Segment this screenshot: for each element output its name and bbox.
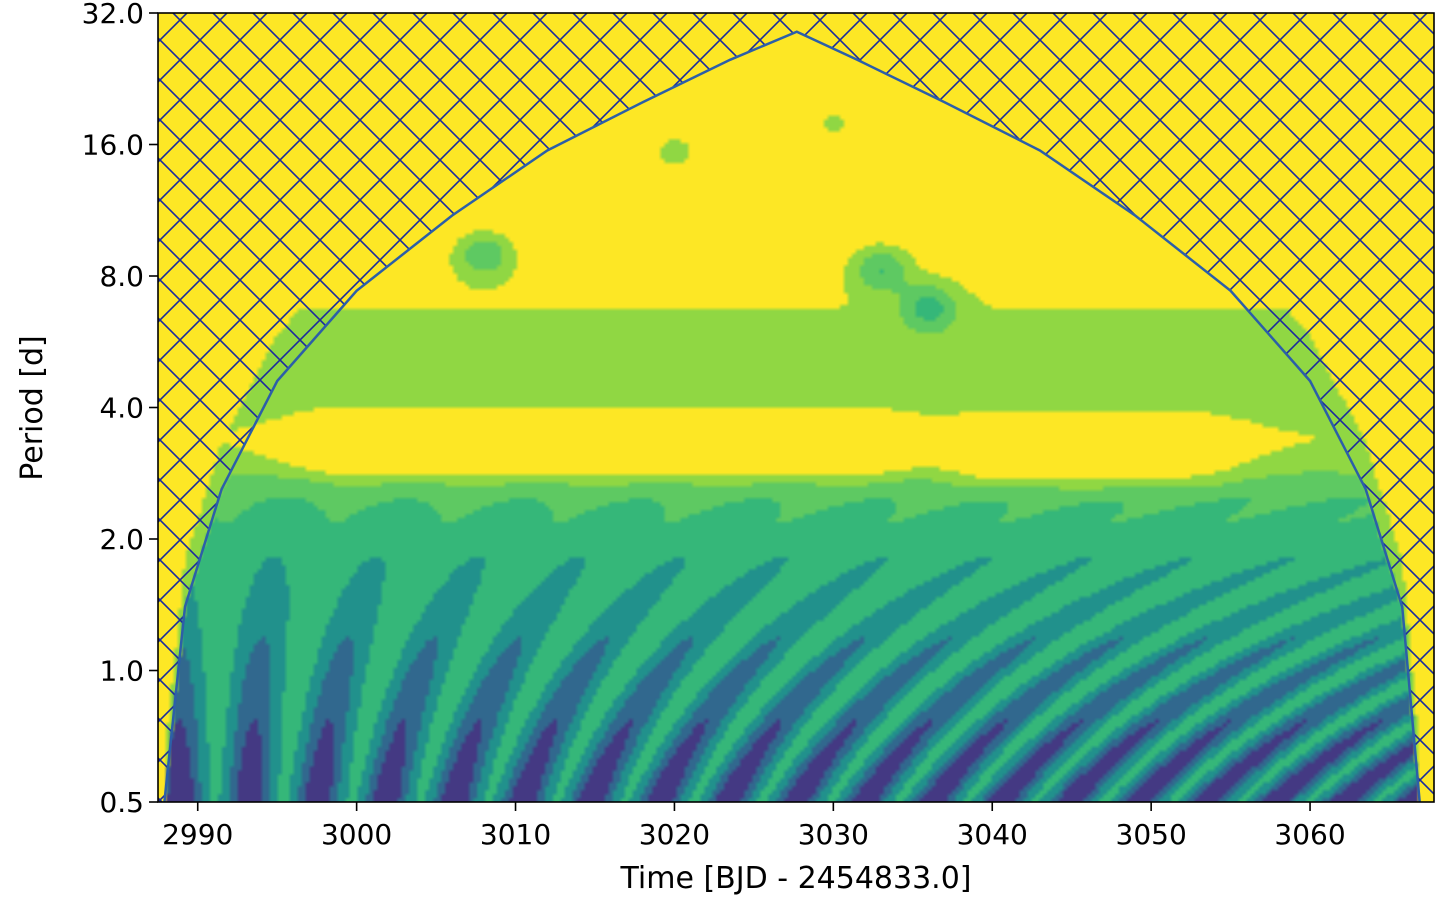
x-tick-label: 3030 [798,818,869,851]
y-tick-label: 2.0 [99,523,144,556]
x-tick-label: 3040 [957,818,1028,851]
cone-of-influence-line [163,30,1421,802]
x-tick-label: 2990 [162,818,233,851]
y-tick-label: 8.0 [99,260,144,293]
cone-of-influence-hatch [158,13,1434,802]
y-axis-label: Period [d] [15,335,50,481]
x-tick-label: 3020 [639,818,710,851]
x-tick-label: 3060 [1274,818,1345,851]
y-tick-label: 32.0 [82,0,144,30]
y-tick-label: 16.0 [82,129,144,162]
x-axis: 2990 3000 3010 3020 3030 3040 3050 3060 [162,802,1346,851]
y-tick-label: 0.5 [99,786,144,819]
x-tick-label: 3050 [1116,818,1187,851]
plot-area [157,12,1435,803]
y-axis: 0.5 1.0 2.0 4.0 8.0 16.0 32.0 [82,0,158,819]
y-tick-label: 1.0 [99,655,144,688]
y-tick-label: 4.0 [99,392,144,425]
x-axis-label: Time [BJD - 2454833.0] [619,861,971,896]
x-tick-label: 3000 [321,818,392,851]
x-tick-label: 3010 [480,818,551,851]
